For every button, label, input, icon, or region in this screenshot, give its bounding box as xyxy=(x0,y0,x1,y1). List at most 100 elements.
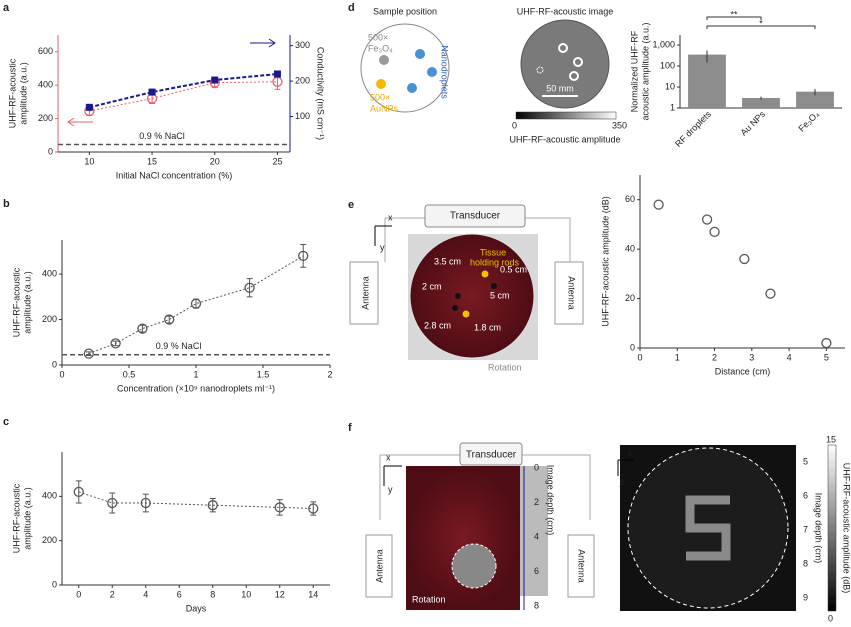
y2-tick-label: 300 xyxy=(295,40,310,50)
y-tick-label: 400 xyxy=(42,268,57,278)
x-tick-label: 0.5 xyxy=(123,369,136,379)
tissue xyxy=(409,233,535,359)
sample xyxy=(491,283,497,289)
panel-letter: d xyxy=(348,2,355,14)
label: x xyxy=(388,212,393,222)
label: UHF-RF-acoustic image xyxy=(517,6,614,16)
x-axis-label: Initial NaCl concentration (%) xyxy=(116,170,233,180)
label: holding rods xyxy=(470,257,520,267)
colorbar xyxy=(515,111,617,120)
label: Nanodroplets xyxy=(440,45,450,99)
y-axis-label: acoustic amplitude (a.u.) xyxy=(640,22,650,120)
y-tick-label: 0 xyxy=(52,359,57,369)
label: 0 xyxy=(828,613,833,623)
y-axis-label: amplitude (a.u.) xyxy=(22,271,32,334)
x-axis-label: Concentration (×10⁹ nanodroplets ml⁻¹) xyxy=(117,383,275,393)
arrow xyxy=(67,117,93,127)
x-tick-label: Fe₃O₄ xyxy=(796,109,821,134)
y-axis-label: amplitude (a.u.) xyxy=(22,487,32,550)
panel-letter: a xyxy=(3,2,10,14)
label: 3.5 cm xyxy=(434,256,461,266)
depth-tick-label: 6 xyxy=(534,566,539,576)
colorbar xyxy=(827,444,837,612)
y-tick-label: 1,000 xyxy=(652,39,675,49)
y-tick-label: 1 xyxy=(670,102,675,112)
error-bar xyxy=(112,340,119,347)
x-tick-label: 10 xyxy=(241,589,251,599)
label: x xyxy=(627,448,633,458)
x-tick-label: 2 xyxy=(110,589,115,599)
error-bar xyxy=(139,324,146,333)
label: y xyxy=(380,242,385,252)
label: 350 xyxy=(612,120,627,130)
y2-tick-label: 200 xyxy=(295,75,310,85)
antenna xyxy=(554,261,584,325)
data-point xyxy=(709,226,720,237)
y-tick-label: 10 xyxy=(665,81,675,91)
data-point xyxy=(739,253,750,265)
data-point xyxy=(137,323,148,334)
rod xyxy=(481,270,489,278)
data-point xyxy=(211,76,219,84)
label: 2 cm xyxy=(422,281,442,291)
data-point xyxy=(140,497,151,509)
dot xyxy=(415,49,425,59)
x-tick-label: 2 xyxy=(712,352,717,362)
y-tick-label: 0 xyxy=(52,579,57,589)
y2-tick-label: 100 xyxy=(295,111,310,121)
label: UHF-RF-acoustic amplitude xyxy=(509,134,620,144)
y-axis-label: UHF-RF-acoustic xyxy=(11,267,21,337)
dot xyxy=(379,55,389,65)
label: 500× xyxy=(368,32,388,42)
y-tick-label: 20 xyxy=(625,293,635,303)
y-tick-label: 400 xyxy=(38,80,53,90)
x-tick-label: 2 xyxy=(327,369,332,379)
panel-letter: f xyxy=(348,422,352,434)
label: Antenna xyxy=(567,276,577,310)
y-axis-label: UHF-RF-acoustic amplitude (dB) xyxy=(600,196,610,327)
spot xyxy=(569,71,579,81)
holder xyxy=(520,466,548,596)
panel-letter: b xyxy=(3,198,10,210)
data-point xyxy=(765,288,776,299)
bar xyxy=(742,97,780,108)
data-point xyxy=(273,70,281,78)
x-tick-label: 0 xyxy=(59,369,64,379)
antenna xyxy=(567,534,595,598)
depth-tick-label: 9 xyxy=(803,592,808,602)
y-tick-label: 200 xyxy=(42,535,57,545)
label: 50 mm xyxy=(546,83,574,93)
data-point xyxy=(244,282,255,293)
data-point xyxy=(164,314,175,325)
error-bar xyxy=(276,499,283,516)
sample xyxy=(452,305,458,311)
label: Tissue xyxy=(480,247,506,257)
spot xyxy=(573,57,583,67)
significance-bracket xyxy=(706,16,762,20)
x-axis-label: Days xyxy=(186,603,207,613)
data-point xyxy=(83,348,94,359)
label: Image depth (cm) xyxy=(814,493,824,564)
label: Antenna xyxy=(577,549,587,583)
label: 0.5 cm xyxy=(500,264,527,274)
dot xyxy=(376,79,386,89)
x-tick-label: 3 xyxy=(749,352,754,362)
label: y xyxy=(619,476,625,486)
error-bar xyxy=(85,351,92,356)
x-tick-label: 14 xyxy=(308,589,318,599)
y-tick-label: 100 xyxy=(660,60,675,70)
sample xyxy=(455,293,461,299)
x-tick-label: 5 xyxy=(824,352,829,362)
y-axis-label: Normalized UHF-RF xyxy=(629,30,639,112)
panel-letter: c xyxy=(3,416,9,428)
s-shape xyxy=(685,495,731,561)
data-point xyxy=(190,298,202,309)
significance-label: ** xyxy=(730,9,738,19)
x-axis-label: Distance (cm) xyxy=(715,366,771,376)
reference-label: 0.9 % NaCl xyxy=(156,341,202,351)
transducer xyxy=(424,204,526,228)
y-axis-label: UHF-RF-acoustic xyxy=(11,483,21,553)
spot xyxy=(536,66,544,74)
x-tick-label: 10 xyxy=(84,156,94,166)
